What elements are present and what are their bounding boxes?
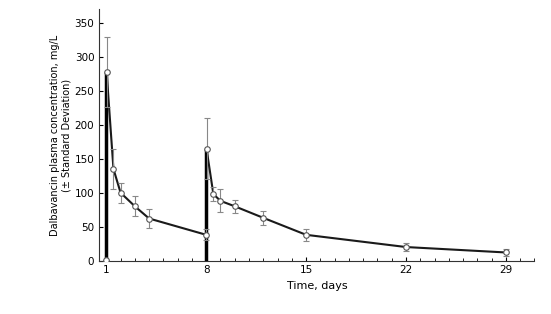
Y-axis label: Dalbavancin plasma concentration, mg/L
(± Standard Deviation): Dalbavancin plasma concentration, mg/L (… (50, 35, 72, 236)
X-axis label: Time, days: Time, days (287, 281, 347, 291)
